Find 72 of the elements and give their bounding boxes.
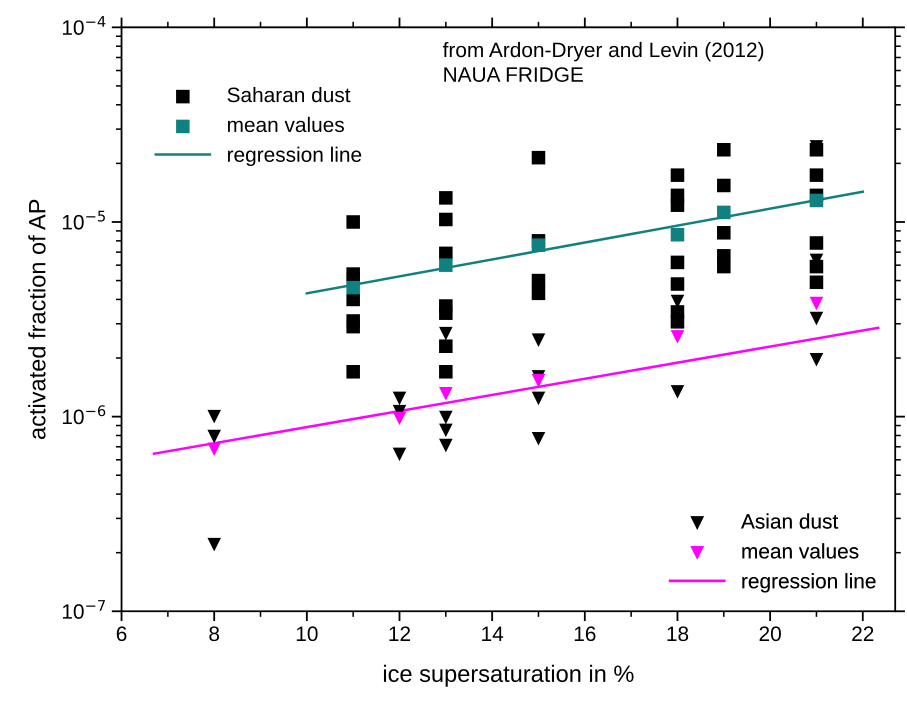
point xyxy=(439,212,453,226)
point xyxy=(439,387,453,401)
legend-label: mean values xyxy=(228,116,344,132)
point xyxy=(439,424,453,438)
legend-label: regression line xyxy=(742,573,876,593)
point xyxy=(717,206,731,220)
point xyxy=(207,430,221,444)
point xyxy=(810,276,824,290)
x-tick-label: 16 xyxy=(574,626,596,642)
point xyxy=(392,412,406,426)
y-tick-label: 10$^{−6}$ xyxy=(62,405,106,424)
point xyxy=(810,296,824,310)
x-tick-label: 18 xyxy=(667,626,688,642)
annotation: from Ardon-Dryer and Levin (2012) NAUA FRIDGE xyxy=(442,42,764,82)
point xyxy=(532,392,546,406)
x-tick-label: 12 xyxy=(390,626,410,641)
x-tick-label: 8 xyxy=(209,626,220,642)
point xyxy=(532,286,546,300)
point xyxy=(207,538,221,552)
x-tick-label: 10 xyxy=(296,626,318,642)
x-axis-title: ice supersaturation in % xyxy=(384,664,634,687)
point xyxy=(532,274,546,288)
y-tick-label: 10$^{−7}$ xyxy=(62,600,105,619)
point xyxy=(346,215,360,229)
point xyxy=(439,326,453,340)
point xyxy=(439,306,453,320)
point xyxy=(532,238,546,252)
point xyxy=(810,194,824,208)
point xyxy=(439,258,453,272)
x-tick-label: 6 xyxy=(116,626,126,642)
point xyxy=(717,142,731,157)
point xyxy=(439,339,453,353)
x-tick-label: 14 xyxy=(482,626,504,641)
point xyxy=(346,280,360,294)
point xyxy=(439,191,453,205)
point xyxy=(810,236,824,250)
point xyxy=(810,352,824,367)
legend-label: Saharan dust xyxy=(228,86,350,102)
point xyxy=(670,198,684,212)
legend-label: Asian dust xyxy=(741,513,838,529)
point xyxy=(810,312,824,326)
y-axis-title: activated fraction of AP xyxy=(28,200,46,440)
point xyxy=(439,410,453,424)
point xyxy=(810,168,824,182)
point xyxy=(207,410,221,424)
point xyxy=(532,333,546,347)
x-tick-label: 22 xyxy=(852,626,874,641)
point xyxy=(532,374,546,388)
point xyxy=(532,432,546,446)
point xyxy=(346,365,360,379)
point xyxy=(670,277,684,291)
point xyxy=(670,228,684,242)
y-tick-label: 10$^{−4}$ xyxy=(62,16,106,35)
point xyxy=(670,385,684,399)
point xyxy=(670,168,684,182)
point xyxy=(717,226,731,240)
point xyxy=(670,330,684,344)
legend-label: mean values xyxy=(742,543,858,559)
x-tick-label: 20 xyxy=(760,626,781,642)
point xyxy=(670,315,684,329)
point xyxy=(439,365,453,379)
point xyxy=(717,178,731,192)
y-tick-label: 10$^{−5}$ xyxy=(62,210,105,230)
point xyxy=(392,392,406,406)
point xyxy=(670,256,684,270)
legend-label: regression line xyxy=(228,146,362,166)
point xyxy=(346,320,360,334)
point xyxy=(717,260,731,274)
point xyxy=(439,438,453,452)
point xyxy=(392,448,406,462)
point xyxy=(532,150,546,164)
point xyxy=(207,442,221,456)
